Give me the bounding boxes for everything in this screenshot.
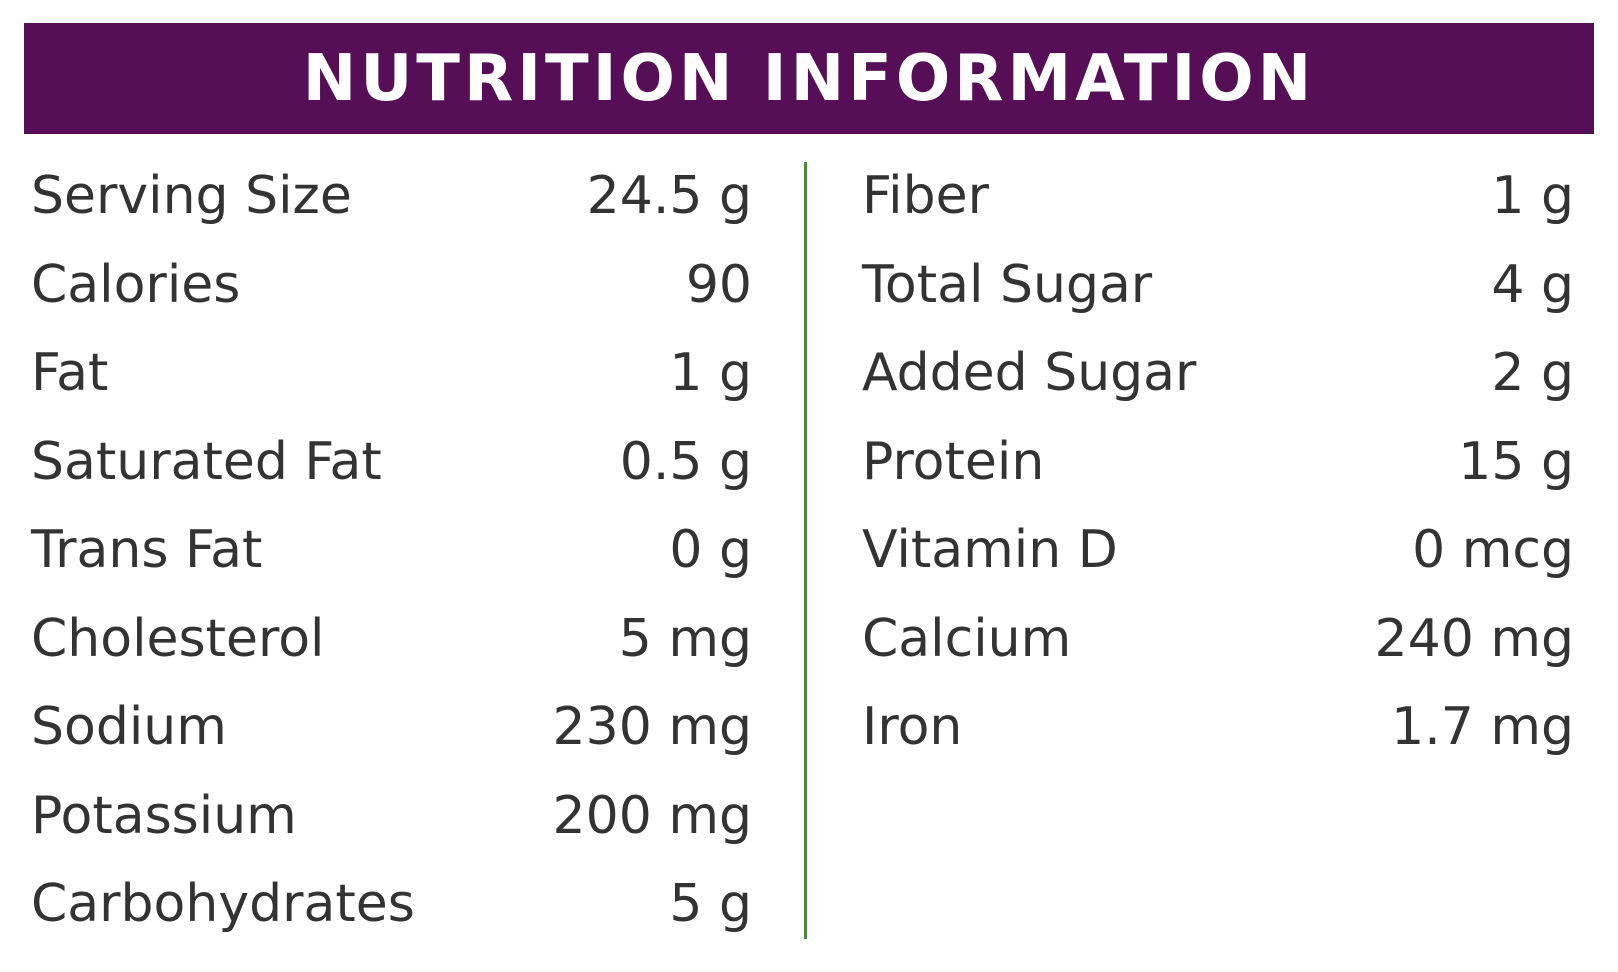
nutrient-value: 5 g — [669, 874, 752, 934]
nutrient-value: 240 mg — [1374, 608, 1574, 669]
header-bar: NUTRITION INFORMATION — [24, 23, 1594, 134]
column-divider — [804, 162, 807, 939]
nutrient-value: 0 mcg — [1412, 520, 1574, 580]
nutrient-label: Carbohydrates — [31, 874, 415, 934]
nutrient-value: 4 g — [1491, 254, 1574, 315]
nutrient-label: Calcium — [862, 608, 1072, 669]
nutrient-label: Calories — [31, 254, 241, 315]
nutrient-label: Iron — [862, 697, 963, 757]
nutrient-value: 0.5 g — [619, 431, 752, 492]
nutrient-label: Added Sugar — [862, 343, 1197, 403]
nutrient-label: Protein — [862, 431, 1045, 492]
nutrient-label: Potassium — [31, 785, 297, 846]
nutrient-label: Vitamin D — [862, 520, 1118, 580]
nutrient-value: 1 g — [669, 343, 752, 403]
nutrient-value: 24.5 g — [586, 166, 752, 226]
nutrient-value: 2 g — [1491, 343, 1574, 403]
nutrient-value: 90 — [685, 254, 752, 315]
nutrient-value: 0 g — [669, 520, 752, 580]
nutrient-value: 5 mg — [618, 608, 752, 669]
nutrient-label: Total Sugar — [862, 254, 1153, 315]
nutrient-label: Trans Fat — [31, 520, 263, 580]
nutrient-label: Sodium — [31, 697, 227, 757]
nutrient-label: Fat — [31, 343, 109, 403]
nutrient-value: 1 g — [1491, 166, 1574, 226]
nutrient-value: 1.7 mg — [1391, 697, 1574, 757]
nutrient-label: Serving Size — [31, 166, 352, 226]
nutrient-value: 200 mg — [552, 785, 752, 846]
nutrient-label: Fiber — [862, 166, 989, 226]
nutrient-label: Saturated Fat — [31, 431, 382, 492]
nutrient-value: 15 g — [1458, 431, 1574, 492]
header-title: NUTRITION INFORMATION — [302, 41, 1316, 116]
nutrient-label: Cholesterol — [31, 608, 325, 669]
nutrient-value: 230 mg — [552, 697, 752, 757]
